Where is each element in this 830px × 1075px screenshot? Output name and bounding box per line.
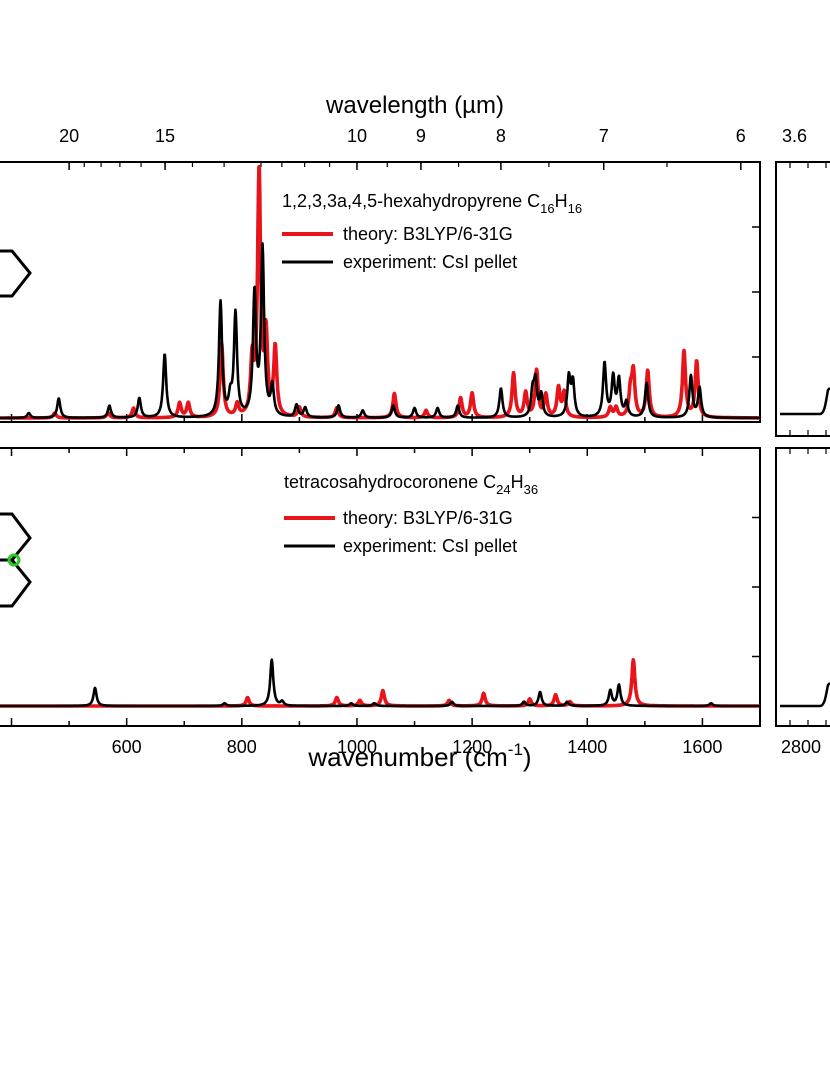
right-top-panel-frame (775, 161, 830, 437)
bottom-axis-title: wavenumber (cm-1) (307, 740, 531, 772)
wavenumber-tick-label: 1200 (452, 737, 492, 757)
wavelength-tick-label: 6 (736, 126, 746, 146)
hydrogen-marker-icon (7, 553, 21, 567)
wavenumber-tick-label: 1400 (567, 737, 607, 757)
bottom-panel-plot (0, 658, 762, 708)
top-panel-title: 1,2,3,3a,4,5-hexahydropyrene C16H16 (282, 191, 582, 216)
wavenumber-tick-label: 800 (227, 737, 257, 757)
top-panel: 1,2,3,3a,4,5-hexahydropyrene C16H16 theo… (0, 161, 762, 423)
bottom-experiment-spectrum-line (0, 658, 761, 708)
wavenumber-tick-label: 600 (112, 737, 142, 757)
wavenumber-tick-label: 1600 (682, 737, 722, 757)
bottom-legend: theory: B3LYP/6-31G experiment: CsI pell… (284, 508, 517, 556)
top-panel-ticks (10, 162, 760, 422)
bottom-panel: tetracosahydrocoronene C24H36 theory: B3… (0, 447, 762, 727)
right-panel-ticks (789, 162, 827, 726)
wavelength-tick-label: 9 (416, 126, 426, 146)
wavelength-tick-label: 20 (59, 126, 79, 146)
wavelength-tick-label: 15 (155, 126, 175, 146)
bottom-panel-title: tetracosahydrocoronene C24H36 (284, 472, 538, 497)
top-panel-plot (0, 164, 762, 420)
top-experiment-spectrum-line (0, 242, 761, 420)
right-bottom-experiment-line (780, 682, 830, 708)
top-axis-tick-labels: 20 15 10 9 8 7 6 (59, 126, 746, 146)
bottom-theory-spectrum-line (0, 658, 762, 708)
tetracosahydrocoronene-structure-icon (0, 512, 32, 608)
bottom-legend-experiment-label: experiment: CsI pellet (343, 536, 517, 556)
top-axis-title: wavelength (µm) (325, 92, 504, 119)
bottom-axis-tick-labels: 600 800 1000 1200 1400 1600 (112, 737, 723, 757)
hexahydropyrene-structure-icon (0, 249, 32, 298)
top-legend-experiment-label: experiment: CsI pellet (343, 252, 517, 272)
right-bottom-panel-frame (775, 447, 830, 727)
wavelength-tick-label: 10 (347, 126, 367, 146)
top-legend: theory: B3LYP/6-31G experiment: CsI pell… (282, 224, 517, 272)
right-bottom-tick-label: 2800 (781, 737, 821, 757)
wavenumber-tick-label: 1000 (337, 737, 377, 757)
right-top-tick-label: 3.6 (782, 126, 807, 146)
wavelength-tick-label: 7 (599, 126, 609, 146)
bottom-legend-theory-label: theory: B3LYP/6-31G (343, 508, 513, 528)
bottom-panel-ticks (10, 448, 760, 726)
wavelength-tick-label: 8 (496, 126, 506, 146)
right-top-experiment-line (780, 387, 830, 416)
top-legend-theory-label: theory: B3LYP/6-31G (343, 224, 513, 244)
right-panels: 3.6 2800 (775, 126, 830, 757)
